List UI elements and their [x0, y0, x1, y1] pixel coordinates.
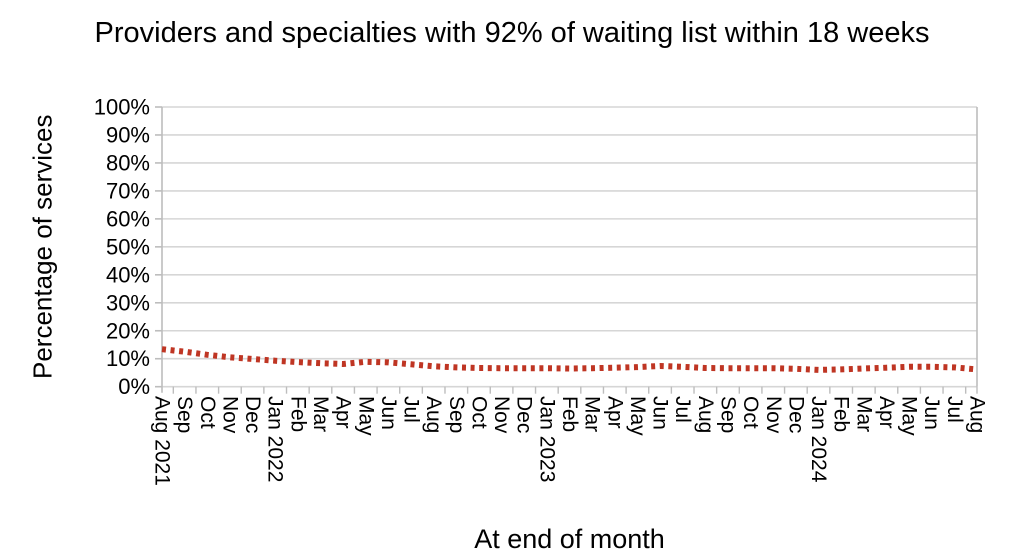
chart-title: Providers and specialties with 92% of wa… [94, 17, 930, 49]
x-tick-label: Jan 2024 [807, 396, 830, 483]
y-tick-label: 30% [106, 290, 150, 315]
x-tick-label: Apr [603, 396, 626, 429]
x-tick-label: Jan 2022 [264, 396, 287, 482]
data-series-line [161, 346, 978, 373]
x-tick-label: Sep [445, 396, 468, 433]
x-tick-label: Aug 2021 [151, 396, 174, 486]
x-tick-label: Apr [332, 396, 355, 429]
x-tick-label: Aug [966, 396, 989, 433]
x-axis-title: At end of month [474, 524, 665, 554]
x-tick-label: Sep [716, 396, 739, 433]
y-tick-label: 50% [106, 234, 150, 259]
x-tick-label: Dec [784, 396, 807, 433]
x-tick-label: Apr [875, 396, 898, 429]
x-tick-label: Feb [558, 396, 581, 432]
y-tick-label: 80% [106, 150, 150, 175]
y-tick-label: 100% [94, 95, 150, 120]
x-tick-label: Jul [400, 396, 423, 423]
x-tick-label: Jun [649, 396, 672, 430]
x-tick-label: Aug [694, 396, 717, 433]
x-tick-label: Jun [920, 396, 943, 430]
y-tick-label: 0% [118, 374, 150, 399]
x-tick-label: Aug [422, 396, 445, 433]
y-tick-label: 10% [106, 346, 150, 371]
x-tick-label: May [354, 396, 377, 436]
x-tick-label: Oct [467, 396, 490, 429]
x-tick-label: Nov [490, 396, 513, 434]
x-tick-label: May [626, 396, 649, 436]
x-tick-label: May [898, 396, 921, 436]
x-tick-label: Mar [852, 396, 875, 432]
x-tick-label: Feb [286, 396, 309, 432]
x-tick-label: Mar [309, 396, 332, 432]
line-chart-canvas: 0% 10% 20% 30% 40% 50% 60% 70% 80% 90%100% Aug 202… [94, 95, 989, 486]
y-tick-label: 70% [106, 178, 150, 203]
x-tick-label: Oct [196, 396, 219, 429]
x-tick-label: Mar [581, 396, 604, 432]
x-tick-label: Jul [943, 396, 966, 423]
x-tick-label: Jun [377, 396, 400, 430]
x-tick-label: Nov [218, 396, 241, 434]
y-tick-label: 20% [106, 318, 150, 343]
y-tick-label: 60% [106, 206, 150, 231]
x-tick-label: Nov [762, 396, 785, 434]
x-tick-label: Jul [671, 396, 694, 423]
x-tick-label: Dec [513, 396, 536, 433]
y-tick-label: 40% [106, 262, 150, 287]
y-tick-label: 90% [106, 122, 150, 147]
chart-page: { "chart": { "title": "Providers and spe… [27, 17, 989, 554]
x-tick-label: Oct [739, 396, 762, 429]
x-tick-label: Sep [173, 396, 196, 433]
x-tick-label: Dec [241, 396, 264, 433]
x-tick-label: Jan 2023 [535, 396, 558, 482]
x-tick-label: Feb [830, 396, 853, 432]
